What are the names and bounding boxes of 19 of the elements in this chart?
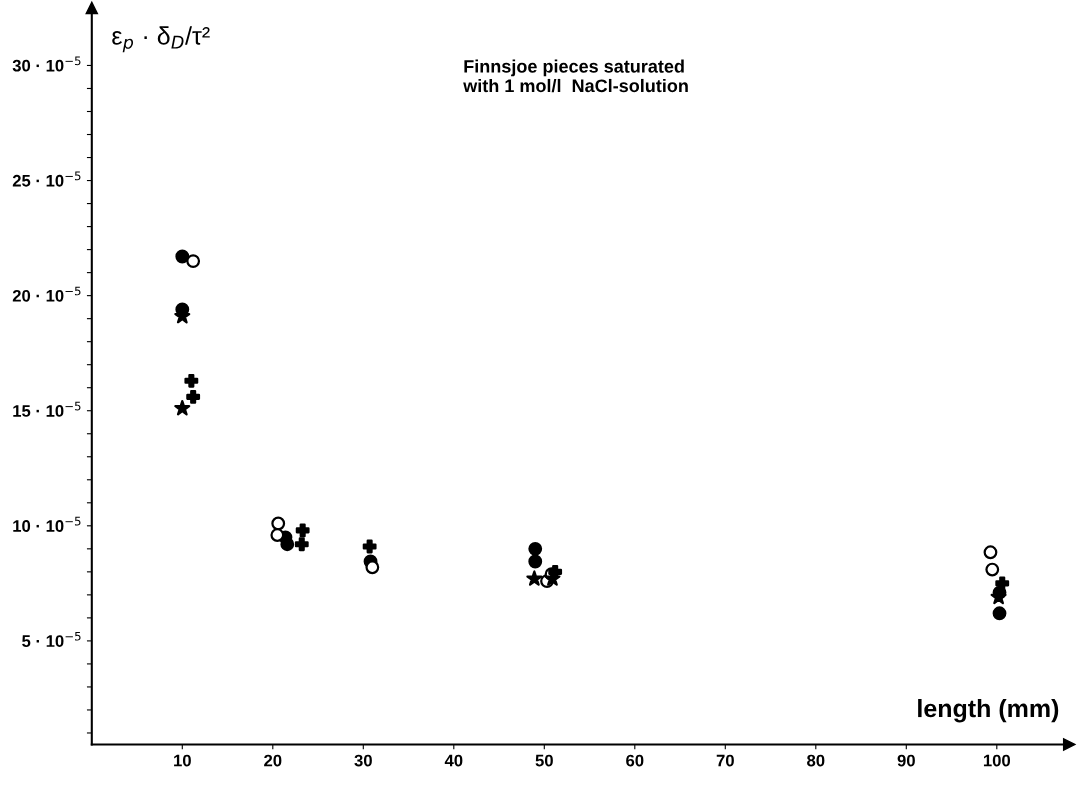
y-tick-label: 30 · 10$^{−5}$	[12, 56, 81, 72]
x-tick-label: 90	[897, 754, 915, 767]
x-tick-label: 60	[626, 754, 644, 767]
y-tick-label: 10 · 10$^{−5}$	[13, 516, 81, 532]
x-tick-label: 20	[264, 754, 282, 767]
x-tick-label: 10	[174, 754, 191, 767]
x-tick-label: 100	[983, 754, 1011, 767]
x-tick-label: 30	[354, 754, 372, 767]
y-axis-title: ε$_{p}$ · δ$_{D}$/τ²	[112, 26, 210, 53]
y-tick-label: 5 · 10$^{−5}$	[22, 631, 81, 647]
y-tick-label: 20 · 10$^{−5}$	[12, 286, 81, 302]
x-axis-title: length (mm)	[918, 698, 1059, 723]
x-tick-label: 80	[807, 754, 825, 767]
x-tick-label: 40	[444, 754, 463, 767]
x-tick-label: 70	[716, 754, 734, 767]
y-tick-label: 25 · 10$^{−5}$	[12, 171, 81, 187]
x-tick-label: 50	[535, 754, 553, 767]
y-tick-label: 15 · 10$^{−5}$	[13, 401, 81, 417]
annotation: Finnsjoe pieces saturated with 1 mol/l NaCl-solution	[463, 59, 688, 93]
